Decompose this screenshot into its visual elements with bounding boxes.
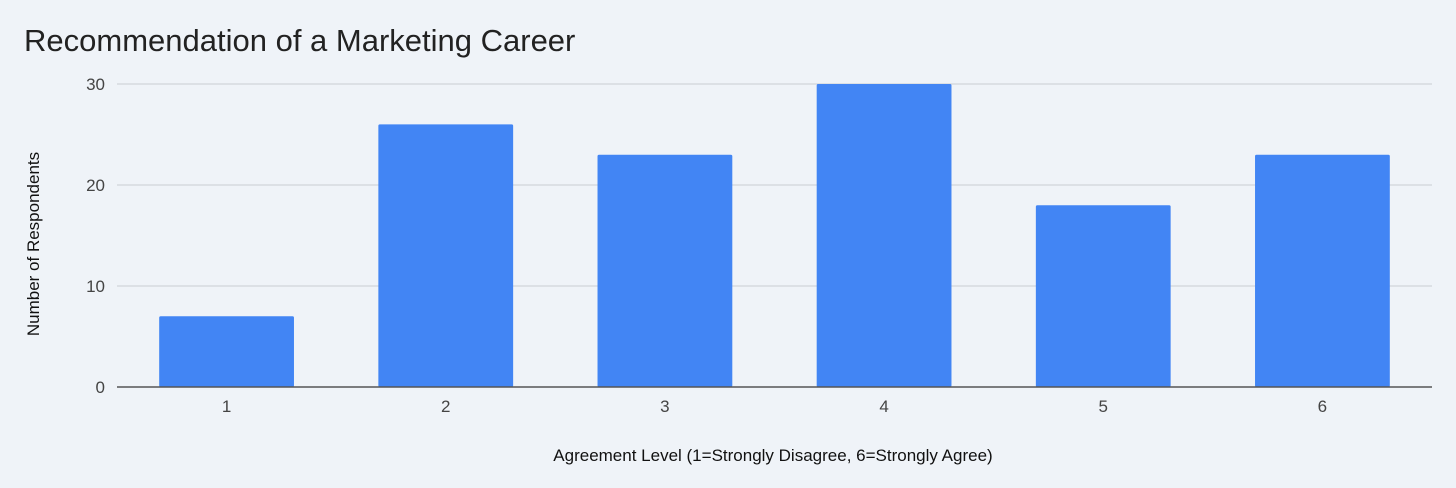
x-tick-label-6: 6 bbox=[1318, 397, 1327, 416]
x-tick-label-4: 4 bbox=[879, 397, 888, 416]
bars bbox=[159, 84, 1390, 388]
x-tick-label-3: 3 bbox=[660, 397, 669, 416]
y-tick-label-30: 30 bbox=[86, 75, 105, 94]
bar-2 bbox=[378, 124, 514, 388]
y-axis-ticks: 0 10 20 30 bbox=[86, 75, 105, 397]
chart-title: Recommendation of a Marketing Career bbox=[24, 23, 575, 58]
y-tick-label-10: 10 bbox=[86, 277, 105, 296]
y-tick-label-0: 0 bbox=[96, 378, 105, 397]
x-axis-title: Agreement Level (1=Strongly Disagree, 6=… bbox=[553, 446, 992, 465]
gridlines bbox=[117, 83, 1432, 287]
x-tick-label-2: 2 bbox=[441, 397, 450, 416]
bar-5 bbox=[1035, 205, 1171, 387]
bar-1 bbox=[159, 316, 294, 387]
x-tick-label-5: 5 bbox=[1099, 397, 1108, 416]
x-tick-label-1: 1 bbox=[222, 397, 231, 416]
y-tick-label-20: 20 bbox=[86, 176, 105, 195]
bar-3 bbox=[597, 154, 733, 387]
bar-4 bbox=[816, 84, 952, 387]
x-axis-ticks: 1 2 3 4 5 6 bbox=[222, 397, 1327, 416]
y-axis-title: Number of Respondents bbox=[24, 152, 43, 336]
bar-6 bbox=[1255, 154, 1390, 387]
